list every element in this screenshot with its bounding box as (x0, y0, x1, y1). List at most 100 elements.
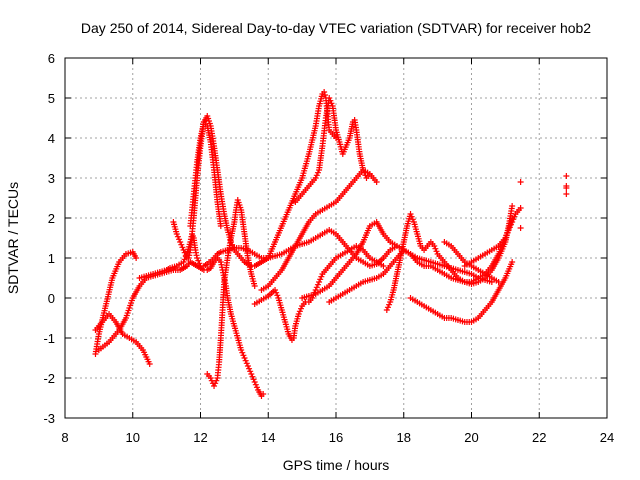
y-tick-label: 5 (48, 91, 55, 106)
data-point-track-c (239, 349, 246, 356)
data-point-track-c (242, 357, 249, 364)
data-point-track-e (230, 244, 237, 251)
x-tick-label: 16 (329, 430, 343, 445)
data-point-track-p (510, 216, 517, 223)
data-point-track-p (504, 229, 511, 236)
y-tick-label: 1 (48, 251, 55, 266)
data-point-track-c (252, 381, 259, 388)
data-point-track-h (314, 281, 321, 288)
data-point-track-c (241, 355, 248, 361)
data-point-track-g (212, 380, 219, 387)
data-point-outliers (517, 179, 524, 185)
data-point-track-d (196, 260, 203, 267)
data-point-track-d (194, 255, 201, 261)
data-point-track-n (431, 243, 438, 249)
data-point-track-a (133, 255, 140, 261)
data-point-track-k (373, 179, 380, 185)
x-tick-label: 8 (61, 430, 68, 445)
x-tick-label: 10 (126, 430, 140, 445)
data-point-track-c (240, 352, 247, 359)
data-point-track-h (297, 305, 304, 312)
data-point-outliers (517, 205, 524, 211)
data-point-track-e (174, 233, 181, 240)
data-point-track-p (511, 213, 518, 220)
data-point-track-j (326, 95, 333, 101)
data-point-track-c (250, 376, 257, 383)
data-point-track-g (207, 375, 214, 381)
data-point-track-e (177, 239, 184, 245)
data-point-track-h (313, 284, 320, 291)
data-point-track-c (243, 360, 250, 367)
y-tick-label: -2 (43, 371, 55, 386)
x-tick-label: 14 (261, 430, 275, 445)
y-tick-label: -1 (43, 331, 55, 346)
data-point-track-p (505, 227, 512, 233)
data-point-track-b (146, 361, 153, 367)
data-point-track-h (318, 273, 325, 280)
data-point-track-g (213, 377, 220, 384)
data-point-track-n (509, 203, 516, 209)
data-point-track-c (238, 347, 245, 353)
data-point-track-d (180, 259, 187, 265)
data-point-track-c (246, 365, 253, 372)
data-point-track-n (383, 307, 390, 313)
data-point-track-c (249, 373, 256, 380)
y-tick-label: 2 (48, 211, 55, 226)
data-point-track-n (384, 304, 391, 311)
data-point-track-c (251, 379, 258, 385)
data-point-track-p (506, 224, 513, 231)
data-point-outliers (517, 225, 524, 231)
data-point-outliers (563, 191, 570, 197)
y-tick-label: 0 (48, 291, 55, 306)
data-point-track-n (409, 216, 416, 223)
data-point-track-h (274, 292, 281, 299)
data-point-track-j (313, 172, 320, 179)
data-point-track-f (217, 223, 224, 229)
data-point-track-c (247, 368, 254, 375)
data-point-track-e (181, 249, 188, 256)
data-point-outliers (563, 185, 570, 191)
data-point-track-j (312, 175, 319, 181)
data-point-track-c (253, 384, 260, 391)
data-point-track-h (273, 289, 280, 296)
data-point-track-q (495, 279, 502, 285)
data-point-track-e (176, 236, 183, 243)
data-point-track-h (380, 263, 387, 269)
data-point-track-g (251, 283, 258, 289)
data-point-track-i (321, 89, 328, 95)
x-tick-label: 22 (532, 430, 546, 445)
y-tick-label: -3 (43, 411, 55, 426)
y-axis-label: SDTVAR / TECUs (5, 182, 21, 294)
data-point-track-j (327, 97, 334, 104)
data-point-track-h (272, 287, 279, 293)
data-point-track-n (433, 248, 440, 255)
y-tick-label: 3 (48, 171, 55, 186)
data-point-track-c (244, 363, 251, 369)
x-axis-label: GPS time / hours (283, 457, 390, 473)
data-point-track-o (509, 259, 516, 265)
data-points (92, 89, 570, 399)
y-tick-label: 4 (48, 131, 55, 146)
data-point-track-p (508, 221, 515, 228)
data-point-track-n (407, 211, 414, 217)
grid-lines (65, 58, 607, 418)
x-tick-label: 12 (193, 430, 207, 445)
data-point-track-d (195, 257, 202, 264)
data-point-track-g (211, 383, 218, 389)
data-point-track-e (179, 244, 186, 251)
data-point-track-h (309, 295, 316, 301)
data-point-track-e (180, 247, 187, 253)
data-point-track-j (328, 100, 335, 107)
data-point-track-h (317, 276, 324, 283)
data-point-track-l (393, 243, 400, 249)
data-point-track-c (260, 391, 267, 397)
data-point-outliers (563, 173, 570, 179)
data-point-track-p (503, 232, 510, 239)
data-point-track-h (316, 279, 323, 285)
x-tick-label: 18 (397, 430, 411, 445)
data-point-track-n (432, 245, 439, 252)
data-point-track-h (295, 311, 302, 317)
